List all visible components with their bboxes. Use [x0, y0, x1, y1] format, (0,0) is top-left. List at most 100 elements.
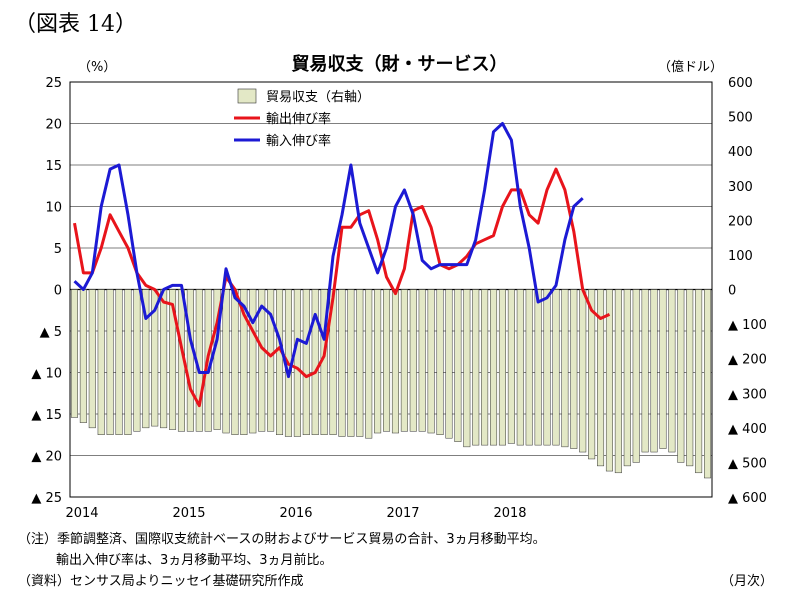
bar-trade-balance: [534, 289, 542, 446]
left-tick-label: 20: [45, 118, 62, 133]
bar-trade-balance: [597, 289, 605, 467]
left-axis-unit: （%）: [78, 60, 117, 75]
right-tick-label: ▲ 400: [728, 422, 767, 437]
bar-trade-balance: [186, 289, 194, 432]
bar-trade-balance: [561, 289, 569, 448]
bar-trade-balance: [124, 289, 132, 435]
left-tick-label: ▲ 20: [31, 450, 62, 465]
right-tick-label: ▲ 200: [728, 353, 767, 368]
right-tick-label: 500: [728, 111, 753, 126]
x-tick-label: 2018: [493, 506, 526, 521]
left-tick-label: ▲ 10: [31, 367, 62, 382]
legend-label: 貿易収支（右軸）: [266, 90, 370, 105]
figure-label: （図表 14）: [14, 12, 137, 37]
bar-trade-balance: [686, 289, 694, 467]
right-tick-label: 0: [728, 284, 736, 299]
right-tick-label: 200: [728, 214, 753, 229]
note-2: 輸出入伸び率は、3ヵ月移動平均、3ヵ月前比。: [56, 553, 333, 568]
bar-trade-balance: [632, 289, 640, 463]
bar-trade-balance: [418, 289, 426, 432]
bar-trade-balance: [516, 289, 524, 446]
right-tick-label: 300: [728, 180, 753, 195]
bar-trade-balance: [222, 289, 230, 434]
bar-trade-balance: [383, 289, 391, 432]
bar-trade-balance: [97, 289, 105, 435]
legend-label: 輸出伸び率: [266, 111, 331, 127]
bar-trade-balance: [463, 289, 471, 448]
bar-trade-balance: [498, 289, 506, 446]
bar-trade-balance: [436, 289, 444, 435]
bar-trade-balance: [614, 289, 622, 474]
right-tick-label: ▲ 500: [728, 456, 767, 471]
bar-trade-balance: [142, 289, 150, 429]
bar-trade-balance: [579, 289, 587, 453]
x-tick-label: 2017: [386, 506, 419, 521]
bar-trade-balance: [365, 289, 373, 439]
bar-trade-balance: [106, 289, 114, 435]
left-tick-label: ▲ 15: [31, 408, 62, 423]
left-tick-label: 15: [45, 159, 62, 174]
chart-title: 貿易収支（財・サービス）: [291, 54, 508, 75]
left-tick-label: ▲ 25: [31, 491, 62, 506]
bar-trade-balance: [258, 289, 266, 432]
bar-trade-balance: [374, 289, 382, 434]
left-tick-label: ▲ 5: [40, 325, 62, 340]
bar-trade-balance: [391, 289, 399, 434]
bar-trade-balance: [160, 289, 168, 429]
right-tick-label: 400: [728, 145, 753, 160]
series-line-import-growth: [73, 122, 584, 379]
bar-trade-balance: [668, 289, 676, 453]
series-line-export-growth: [73, 167, 611, 408]
note-source: （資料）センサス局よりニッセイ基礎研究所作成: [18, 574, 304, 589]
left-tick-label: 25: [45, 76, 62, 91]
bar-trade-balance: [88, 289, 96, 429]
legend-label: 輸入伸び率: [266, 133, 331, 149]
x-axis-unit: （月次）: [720, 574, 773, 589]
bar-trade-balance: [70, 289, 78, 418]
bar-trade-balance: [650, 289, 658, 453]
x-tick-label: 2014: [65, 506, 98, 521]
bar-trade-balance: [311, 289, 319, 435]
bar-trade-balance: [267, 289, 275, 432]
right-axis-unit: （億ドル）: [657, 60, 723, 75]
right-tick-label: 100: [728, 249, 753, 264]
bar-trade-balance: [472, 289, 480, 446]
bar-trade-balance: [427, 289, 435, 434]
bar-trade-balance: [454, 289, 462, 442]
bar-trade-balance: [552, 289, 560, 446]
bar-trade-balance: [276, 289, 284, 435]
bar-trade-balance: [445, 289, 453, 439]
bar-trade-balance: [525, 289, 533, 446]
bar-trade-balance: [543, 289, 551, 446]
x-tick-label: 2015: [172, 506, 205, 521]
bar-trade-balance: [79, 289, 87, 423]
bar-trade-balance: [115, 289, 123, 435]
bar-trade-balance: [481, 289, 489, 446]
bar-trade-balance: [677, 289, 685, 463]
bar-trade-balance: [293, 289, 301, 437]
bar-trade-balance: [356, 289, 364, 437]
left-tick-label: 5: [54, 242, 62, 257]
bar-trade-balance: [570, 289, 578, 449]
right-tick-label: 600: [728, 76, 753, 91]
bar-trade-balance: [409, 289, 417, 432]
bar-trade-balance: [400, 289, 408, 432]
left-tick-label: 10: [45, 201, 62, 216]
bar-trade-balance: [302, 289, 310, 435]
bar-trade-balance: [169, 289, 177, 430]
bar-trade-balance: [231, 289, 239, 435]
bar-trade-balance: [641, 289, 649, 453]
bar-trade-balance: [605, 289, 613, 472]
legend-swatch-trade-balance: [237, 88, 257, 104]
bar-trade-balance: [588, 289, 596, 460]
bar-trade-balance: [133, 289, 141, 432]
note-1: （注）季節調整済、国際収支統計ベースの財およびサービス貿易の合計、3ヵ月移動平均…: [18, 532, 546, 547]
bar-trade-balance: [659, 289, 667, 449]
right-tick-label: ▲ 100: [728, 318, 767, 333]
bar-trade-balance: [240, 289, 248, 435]
bar-trade-balance: [490, 289, 498, 446]
right-tick-label: ▲ 300: [728, 387, 767, 402]
right-tick-label: ▲ 600: [728, 491, 767, 506]
left-tick-label: 0: [54, 284, 62, 299]
bar-trade-balance: [704, 289, 712, 479]
